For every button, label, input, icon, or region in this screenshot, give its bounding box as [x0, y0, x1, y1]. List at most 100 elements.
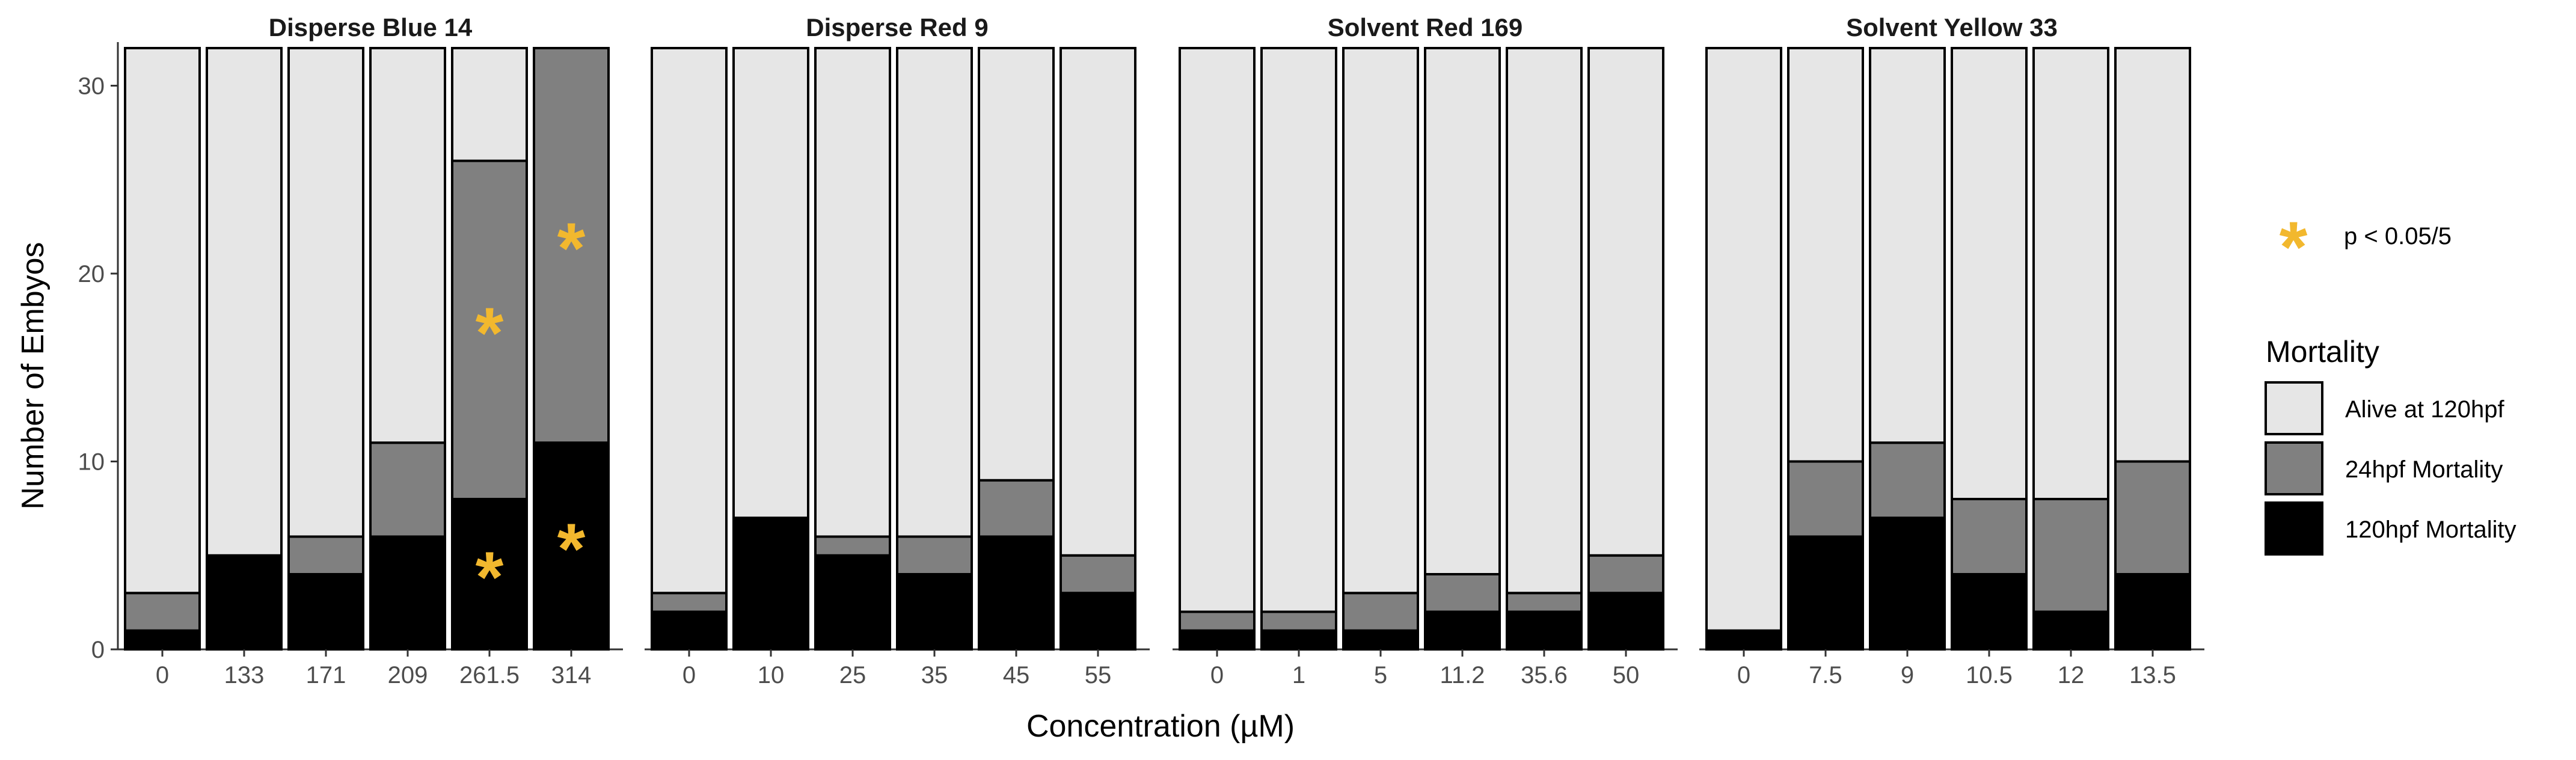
bar-solvent-yellow-33-10-5: [1951, 47, 2028, 651]
x-tick-label: 209: [388, 662, 428, 688]
panel-title: Disperse Blue 14: [269, 13, 473, 41]
bar-segment-24hpf-mortality: [1060, 554, 1136, 595]
axis-layer: Number of Embyos Concentration (µM): [16, 242, 1295, 744]
x-tick-label: 35: [921, 662, 948, 688]
bar-segment-alive-at-120hpf: [369, 47, 446, 444]
bar-segment-24hpf-mortality: [896, 535, 973, 575]
bar-segment-24hpf-mortality: [1951, 498, 2028, 575]
significance-star: *: [557, 208, 586, 289]
bar-segment-24hpf-mortality: [814, 535, 891, 557]
x-tick-label: 261.5: [459, 662, 520, 688]
bar-segment-120hpf-mortality: [1179, 629, 1256, 651]
bar-segment-120hpf-mortality: [1260, 629, 1337, 651]
x-tick-label: 0: [1737, 662, 1750, 688]
x-tick-label: 55: [1085, 662, 1112, 688]
bar-segment-24hpf-mortality: [124, 592, 201, 632]
bar-disperse-red-9-0: [651, 47, 728, 651]
legend-title: Mortality: [2266, 335, 2379, 369]
bar-segment-120hpf-mortality: [1424, 610, 1501, 651]
panel-title: Disperse Red 9: [806, 13, 988, 41]
bar-segment-120hpf-mortality: [2032, 610, 2109, 651]
x-tick-label: 25: [839, 662, 866, 688]
bar-disperse-red-9-45: [978, 47, 1055, 651]
bar-segment-24hpf-mortality: [369, 441, 446, 538]
bar-segment-24hpf-mortality: [451, 159, 528, 500]
bar-segment-120hpf-mortality: [1951, 573, 2028, 651]
bar-segment-24hpf-mortality: [651, 592, 728, 613]
y-axis-title: Number of Embyos: [16, 242, 51, 509]
x-tick-label: 9: [1901, 662, 1914, 688]
legend-items: Alive at 120hpf 24hpf Mortality 120hpf Mor…: [2265, 381, 2516, 556]
bar-segment-24hpf-mortality: [1424, 573, 1501, 613]
bar-segment-alive-at-120hpf: [1424, 47, 1501, 575]
bar-disperse-red-9-25: [814, 47, 891, 651]
bar-segment-alive-at-120hpf: [732, 47, 809, 519]
bar-solvent-yellow-33-0: [1705, 47, 1782, 651]
bar-segment-alive-at-120hpf: [1787, 47, 1864, 463]
bar-segment-120hpf-mortality: [369, 535, 446, 651]
bar-segment-alive-at-120hpf: [2032, 47, 2109, 500]
x-tick-label: 10: [758, 662, 785, 688]
x-tick-label: 0: [156, 662, 169, 688]
bar-disperse-blue-14-261-5: [451, 47, 528, 651]
bar-solvent-yellow-33-7-5: [1787, 47, 1864, 651]
panel-title: Solvent Yellow 33: [1846, 13, 2058, 41]
x-tick-label: 50: [1613, 662, 1640, 688]
bar-segment-120hpf-mortality: [1787, 535, 1864, 651]
bar-segment-120hpf-mortality: [814, 554, 891, 651]
x-tick-label: 7.5: [1809, 662, 1842, 688]
bar-segment-120hpf-mortality: [1705, 629, 1782, 651]
bar-segment-24hpf-mortality: [1260, 610, 1337, 632]
bar-segment-120hpf-mortality: [896, 573, 973, 651]
bar-disperse-blue-14-171: [287, 47, 364, 651]
panel-disperse-blue-14: Disperse Blue 14 0 133 171 209 * * 261.5 * * 314: [118, 13, 623, 688]
bar-disperse-blue-14-0: [124, 47, 201, 651]
x-tick-label: 35.6: [1521, 662, 1568, 688]
bar-disperse-blue-14-209: [369, 47, 446, 651]
x-tick-label: 1: [1292, 662, 1305, 688]
x-tick-label: 5: [1374, 662, 1387, 688]
y-tick-label: 0: [91, 637, 105, 663]
x-tick-label: 314: [551, 662, 592, 688]
legend-swatch: [2265, 381, 2323, 435]
bar-segment-alive-at-120hpf: [1179, 47, 1256, 613]
bar-segment-alive-at-120hpf: [1705, 47, 1782, 632]
bar-segment-120hpf-mortality: [1506, 610, 1583, 651]
bar-segment-24hpf-mortality: [1342, 592, 1419, 632]
bar-segment-24hpf-mortality: [1506, 592, 1583, 613]
bar-solvent-yellow-33-9: [1869, 47, 1946, 651]
legend-item-120hpf-mortality: 120hpf Mortality: [2265, 501, 2516, 556]
bar-segment-alive-at-120hpf: [814, 47, 891, 538]
y-tick-label: 10: [78, 449, 105, 476]
significance-star: *: [557, 509, 586, 589]
bar-segment-24hpf-mortality: [1869, 441, 1946, 519]
bar-solvent-yellow-33-12: [2032, 47, 2109, 651]
legend-significance-star: *: [2280, 207, 2308, 287]
x-tick-label: 11.2: [1440, 662, 1485, 688]
y-tick-label: 30: [78, 73, 105, 100]
panel-solvent-yellow-33: Solvent Yellow 33 0 7.5 9 10.5 12 13.5: [1699, 13, 2204, 688]
x-tick-label: 171: [306, 662, 346, 688]
legend-significance-label: p < 0.05/5: [2344, 223, 2452, 250]
bar-segment-alive-at-120hpf: [1506, 47, 1583, 595]
bar-segment-alive-at-120hpf: [1060, 47, 1136, 557]
bar-segment-24hpf-mortality: [2114, 460, 2191, 575]
bar-solvent-yellow-33-13-5: [2114, 47, 2191, 651]
bar-disperse-red-9-10: [732, 47, 809, 651]
bar-segment-alive-at-120hpf: [1869, 47, 1946, 444]
bar-disperse-red-9-35: [896, 47, 973, 651]
bar-solvent-red-169-35-6: [1506, 47, 1583, 651]
bar-segment-24hpf-mortality: [1179, 610, 1256, 632]
bar-solvent-red-169-1: [1260, 47, 1337, 651]
y-tick-label: 20: [78, 261, 105, 287]
x-tick-label: 13.5: [2129, 662, 2176, 688]
bar-segment-24hpf-mortality: [533, 47, 610, 444]
bar-segment-alive-at-120hpf: [1260, 47, 1337, 613]
x-tick-label: 0: [1210, 662, 1224, 688]
bar-segment-24hpf-mortality: [978, 479, 1055, 538]
bar-solvent-red-169-11-2: [1424, 47, 1501, 651]
bar-segment-120hpf-mortality: [206, 554, 283, 651]
bar-solvent-red-169-0: [1179, 47, 1256, 651]
bar-disperse-blue-14-314: [533, 47, 610, 651]
